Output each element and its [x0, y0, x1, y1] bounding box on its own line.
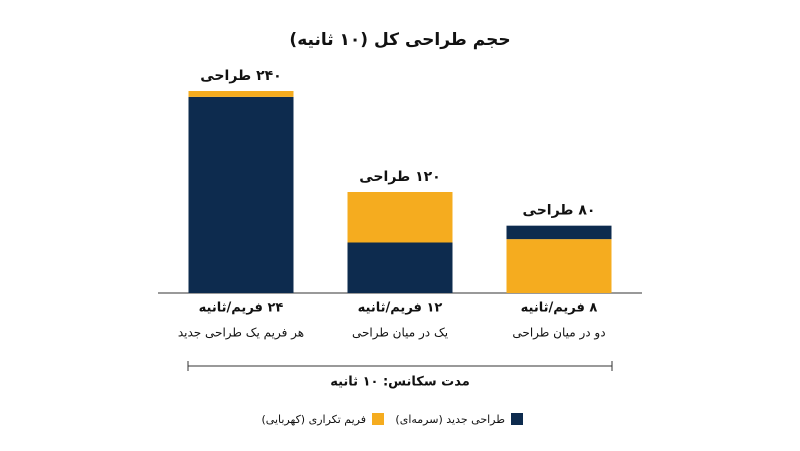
chart-title: حجم طراحی کل (۱۰ ثانیه) — [289, 30, 510, 50]
legend-label: فریم تکراری (کهربایی) — [262, 413, 367, 426]
bar-segment — [347, 192, 453, 243]
legend-swatch — [372, 413, 384, 425]
total-label: ۱۲۰ طراحی — [359, 169, 440, 185]
x-axis-label: مدت سکانس: ۱۰ ثانیه — [330, 375, 470, 390]
x-tick-label: ۸ فریم/ثانیه — [521, 301, 598, 316]
total-label: ۸۰ طراحی — [523, 203, 596, 219]
total-label: ۲۴۰ طراحی — [200, 68, 281, 84]
bar-segment — [506, 225, 612, 240]
bar-segment — [188, 91, 294, 97]
bar-segment — [188, 96, 294, 294]
x-tick-subtitle: دو در میان طراحی — [512, 326, 605, 341]
legend-label: طراحی جدید (سرمه‌ای) — [395, 413, 505, 426]
x-tick-subtitle: یک در میان طراحی — [352, 326, 448, 341]
bar-segment — [347, 242, 453, 293]
x-tick-subtitle: هر فریم یک طراحی جدید — [178, 326, 304, 341]
legend-swatch — [511, 413, 523, 425]
bar-segment — [506, 239, 612, 293]
x-tick-label: ۱۲ فریم/ثانیه — [358, 301, 443, 316]
x-tick-label: ۲۴ فریم/ثانیه — [199, 301, 284, 316]
